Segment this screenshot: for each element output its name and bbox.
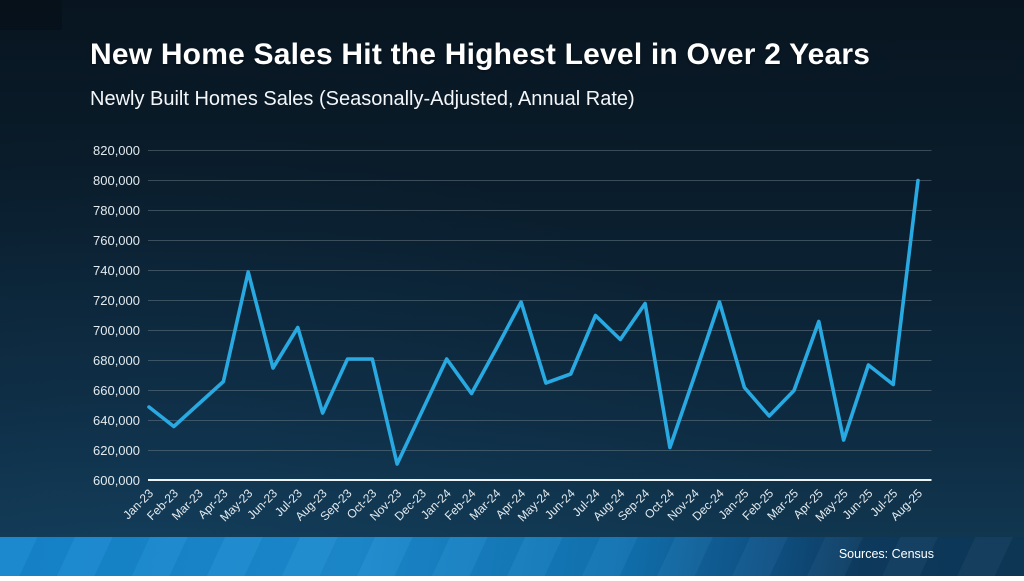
y-tick-label: 620,000 (93, 443, 140, 458)
y-tick-label: 600,000 (93, 473, 140, 488)
chart-subtitle: Newly Built Homes Sales (Seasonally-Adju… (90, 88, 635, 110)
y-tick-label: 720,000 (93, 293, 140, 308)
y-tick-label: 660,000 (93, 383, 140, 398)
y-tick-label: 640,000 (93, 413, 140, 428)
y-tick-label: 680,000 (93, 353, 140, 368)
y-tick-label: 800,000 (93, 173, 140, 188)
y-tick-label: 760,000 (93, 233, 140, 248)
y-tick-label: 820,000 (93, 143, 140, 158)
y-tick-label: 780,000 (93, 203, 140, 218)
corner-accent (0, 0, 62, 30)
y-tick-label: 700,000 (93, 323, 140, 338)
sales-line (147, 178, 920, 466)
footer-accent-bar: Sources: Census (0, 537, 1024, 576)
y-tick-label: 740,000 (93, 263, 140, 278)
chart-title: New Home Sales Hit the Highest Level in … (90, 38, 871, 71)
source-label: Sources: Census (838, 547, 934, 561)
